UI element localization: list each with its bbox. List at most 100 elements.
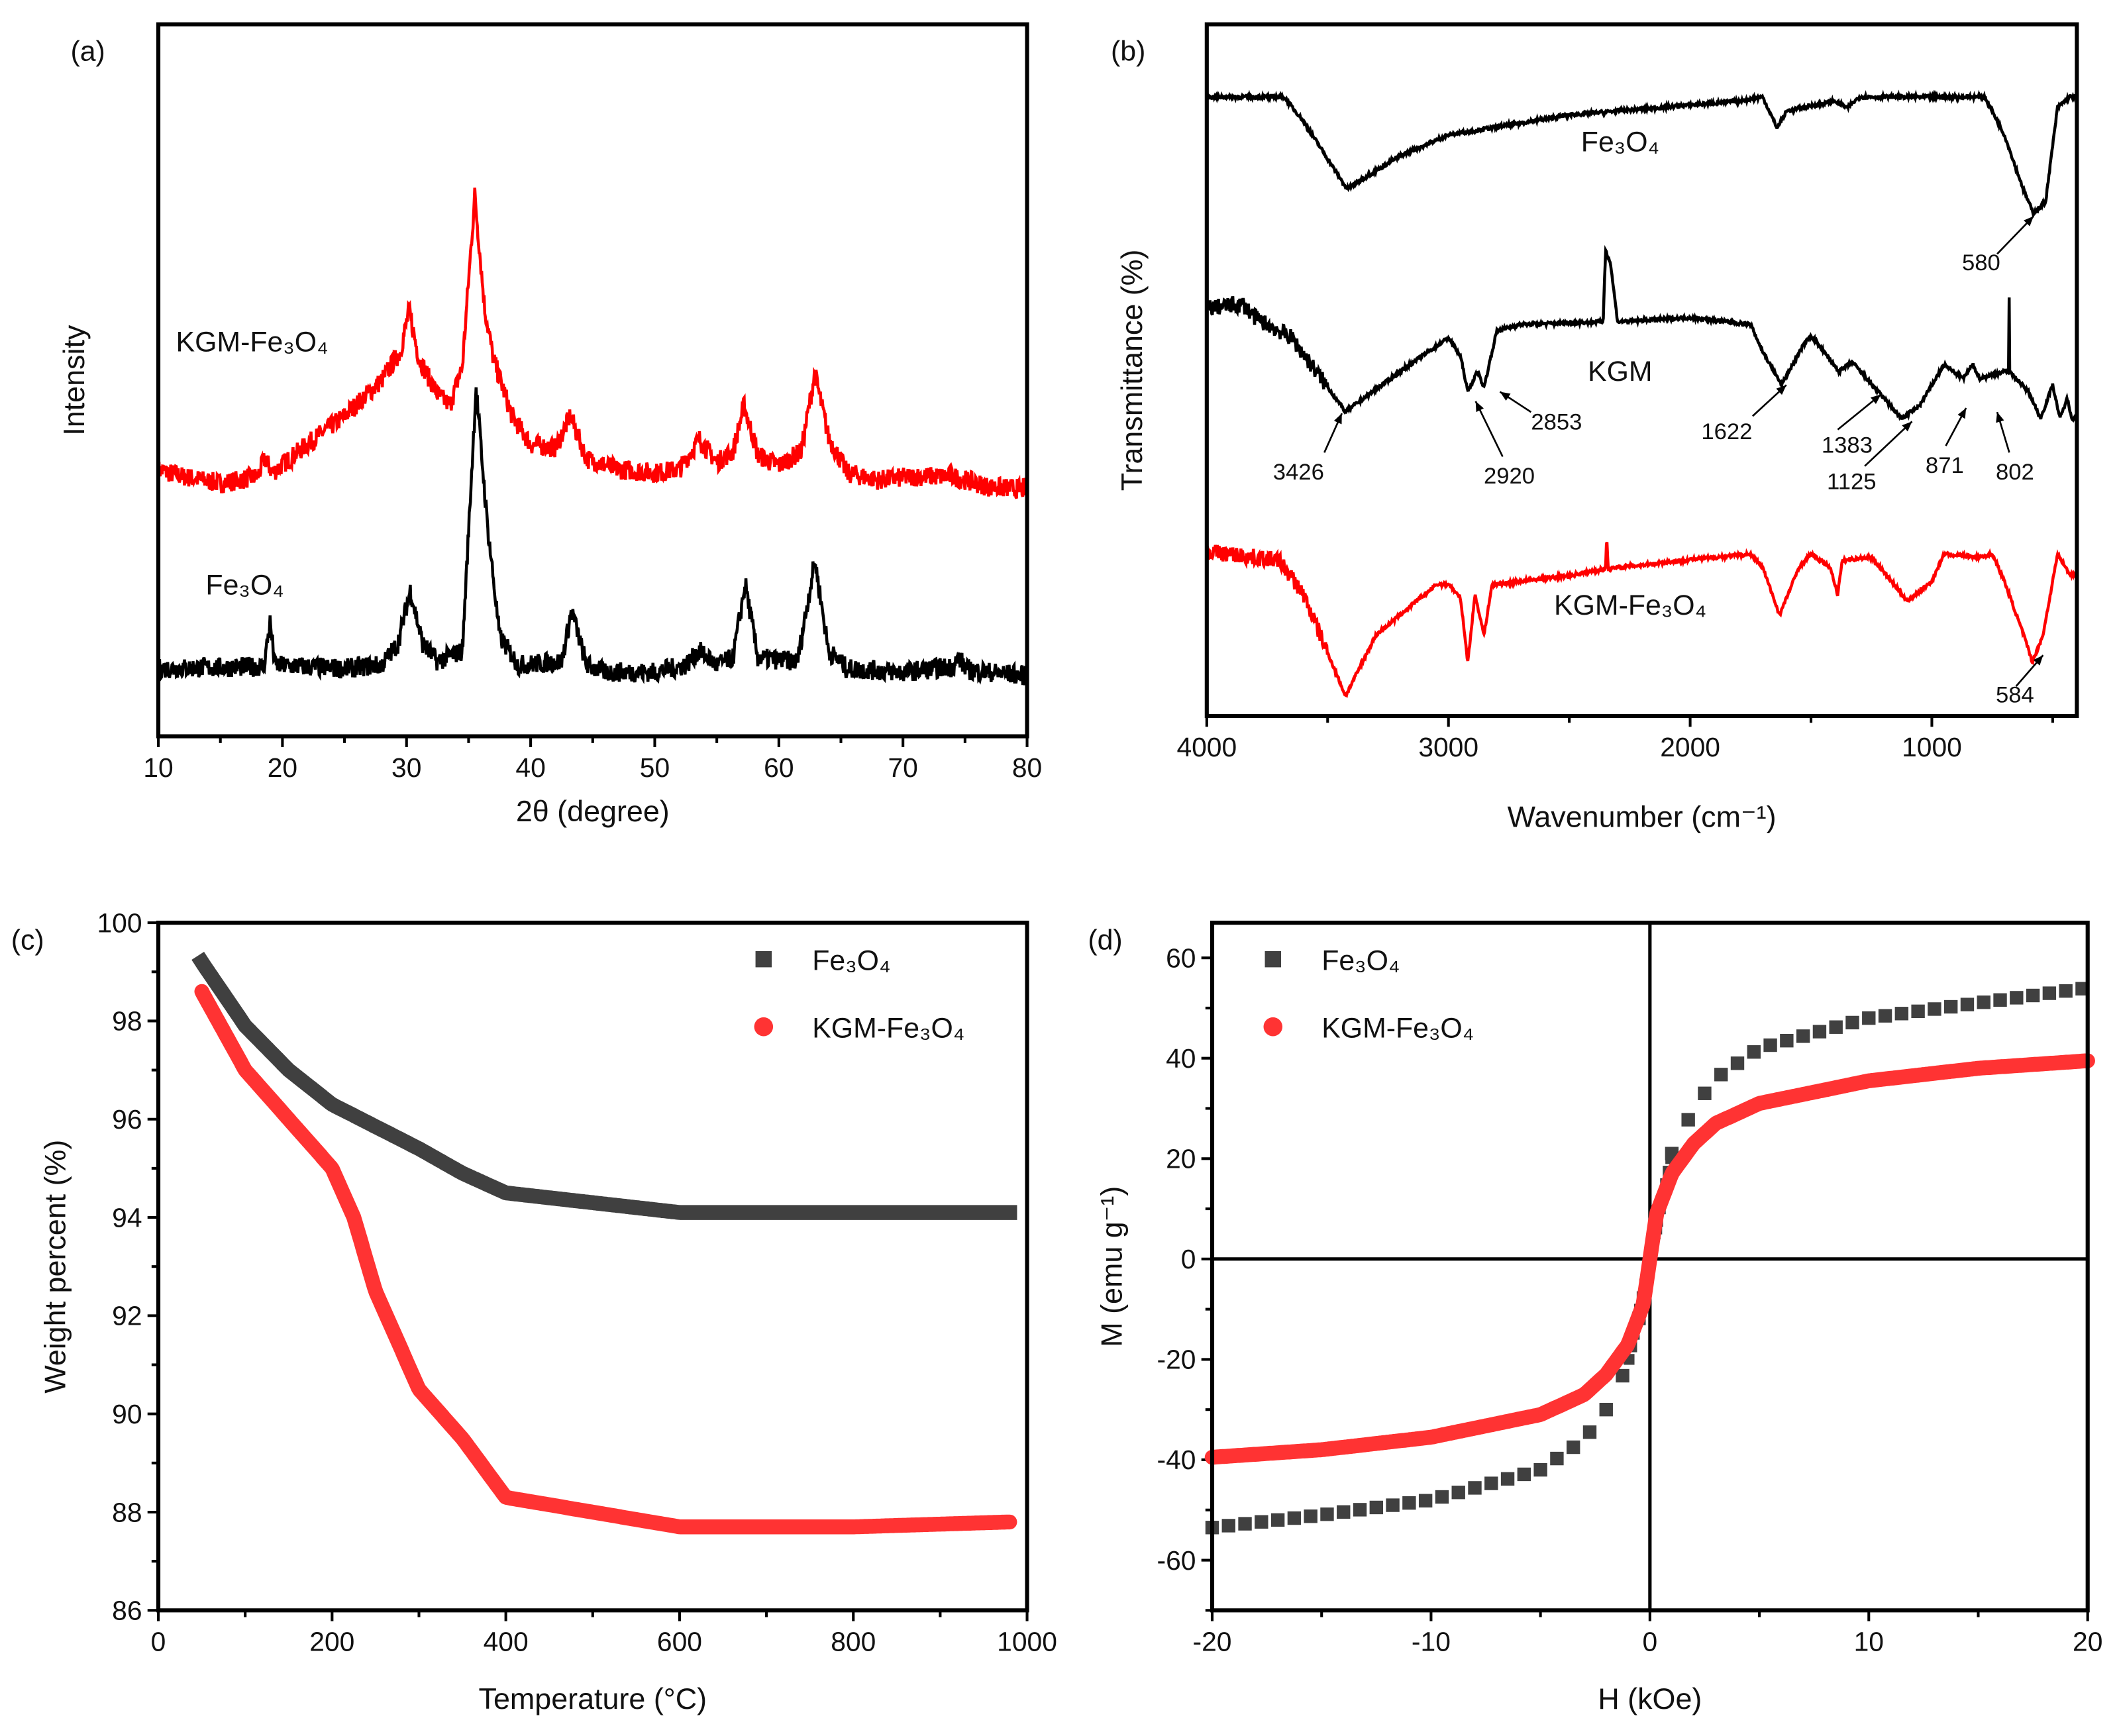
data-point	[1911, 1004, 1925, 1019]
data-point	[1533, 1462, 1547, 1477]
panel-label: (b)	[1111, 36, 1145, 68]
arrow-head-icon	[1957, 407, 1967, 419]
y-axis-label: Weight percent (%)	[38, 1140, 72, 1394]
x-tick-label: 3000	[1418, 732, 1478, 762]
y-tick-label: -40	[1157, 1445, 1196, 1475]
y-tick-label: -60	[1157, 1545, 1196, 1576]
data-point	[1977, 996, 1990, 1009]
legend-label: Fe₃O₄	[1321, 945, 1400, 976]
y-axis-label: M (emu g⁻¹)	[1094, 1186, 1128, 1347]
data-point	[1714, 1068, 1728, 1082]
annotation-label: Fe₃O₄	[1581, 126, 1659, 158]
data-point	[1451, 1486, 1465, 1500]
data-point	[1960, 997, 1975, 1011]
data-point	[1320, 1507, 1334, 1521]
y-tick-label: 40	[1166, 1043, 1196, 1074]
data-point	[1304, 1509, 1318, 1523]
x-tick-label: -10	[1412, 1626, 1451, 1657]
annotation-label: Fe₃O₄	[205, 569, 284, 601]
y-tick-label: 60	[1166, 943, 1196, 973]
x-tick-label: 10	[1854, 1626, 1884, 1657]
peak-label: 1125	[1827, 469, 1877, 494]
arrow-head-icon	[1500, 391, 1511, 401]
x-tick-label: 30	[391, 752, 421, 783]
x-tick-label: 1000	[1902, 732, 1962, 762]
data-point	[1599, 1402, 1613, 1417]
series-fe-o--markers	[191, 951, 1017, 1220]
data-point	[2075, 982, 2089, 996]
data-point	[1780, 1033, 1794, 1048]
data-point	[1829, 1020, 1843, 1034]
data-point	[1796, 1029, 1810, 1043]
peak-label: 2853	[1531, 410, 1582, 435]
x-tick-label: 200	[309, 1626, 354, 1657]
peak-label: 580	[1962, 250, 2000, 276]
peak-arrow	[1864, 421, 1913, 467]
peak-label: 1622	[1701, 419, 1752, 444]
x-tick-label: 2000	[1660, 732, 1720, 762]
legend-marker-square	[755, 950, 772, 968]
data-point	[1255, 1515, 1268, 1529]
data-point	[2059, 984, 2073, 998]
peak-label: 802	[1996, 460, 2034, 485]
data-point	[2026, 988, 2040, 1003]
arrow-head-icon	[1475, 401, 1484, 413]
data-point	[1681, 1113, 1695, 1127]
x-axis-label: 2θ (degree)	[516, 794, 670, 828]
data-point	[2042, 986, 2057, 1000]
peak-label: 584	[1996, 683, 2034, 708]
annotation-label: KGM-Fe₃O₄	[176, 326, 329, 358]
y-tick-label: 20	[1166, 1144, 1196, 1174]
data-point	[1566, 1440, 1580, 1455]
arrow-head-icon	[2033, 655, 2043, 666]
arrow-head-icon	[1996, 412, 2004, 423]
x-tick-label: 20	[268, 752, 297, 783]
y-tick-label: 98	[112, 1006, 142, 1037]
data-point	[1238, 1517, 1252, 1531]
legend-label: KGM-Fe₃O₄	[812, 1012, 964, 1044]
plot-frame	[1210, 921, 2090, 1613]
data-point	[1369, 1500, 1384, 1515]
x-axis-label: Temperature (°C)	[479, 1682, 707, 1715]
data-point	[1337, 1505, 1351, 1519]
plot-frame	[1204, 22, 2079, 719]
series-kgm-fe-o--line	[1205, 541, 2079, 699]
data-point	[1484, 1476, 1498, 1490]
data-point	[1943, 999, 1958, 1014]
x-tick-label: 20	[2073, 1626, 2102, 1657]
peak-label: 2920	[1484, 464, 1535, 489]
panel-label: (d)	[1088, 925, 1122, 956]
x-tick-label: 10	[143, 752, 173, 783]
data-point	[1270, 1513, 1285, 1527]
panel-label: (a)	[70, 36, 105, 68]
x-tick-label: -20	[1193, 1626, 1232, 1657]
data-point	[1550, 1451, 1564, 1466]
data-point	[2010, 991, 2024, 1005]
data-point	[1763, 1038, 1777, 1052]
series-kgm-line	[1205, 244, 2078, 423]
data-point	[1616, 1368, 1629, 1383]
legend-marker-circle	[1263, 1017, 1283, 1037]
plot-frame	[156, 22, 1029, 739]
data-point	[1500, 1472, 1515, 1486]
peak-arrow	[1474, 401, 1504, 457]
x-tick-label: 0	[151, 1626, 166, 1657]
peak-label: 3426	[1273, 460, 1324, 485]
data-point	[1730, 1056, 1745, 1070]
annotation-label: KGM-Fe₃O₄	[1554, 589, 1706, 621]
x-tick-label: 0	[1643, 1626, 1658, 1657]
data-point	[1418, 1494, 1433, 1507]
series-kgm-fe-o--markers	[1204, 1053, 2095, 1465]
x-tick-label: 70	[888, 752, 918, 783]
data-point	[1353, 1503, 1367, 1517]
legend-marker-circle	[754, 1017, 774, 1037]
data-point	[1928, 1002, 1941, 1016]
data-point	[1435, 1490, 1449, 1504]
x-tick-label: 600	[657, 1626, 702, 1657]
series-kgm-fe-o--markers	[194, 984, 1017, 1535]
peak-label: 1383	[1822, 433, 1873, 458]
panel-label: (c)	[11, 925, 44, 956]
data-point	[1894, 1007, 1909, 1021]
arrow-head-icon	[2024, 216, 2034, 227]
annotation-label: KGM	[1588, 356, 1653, 387]
